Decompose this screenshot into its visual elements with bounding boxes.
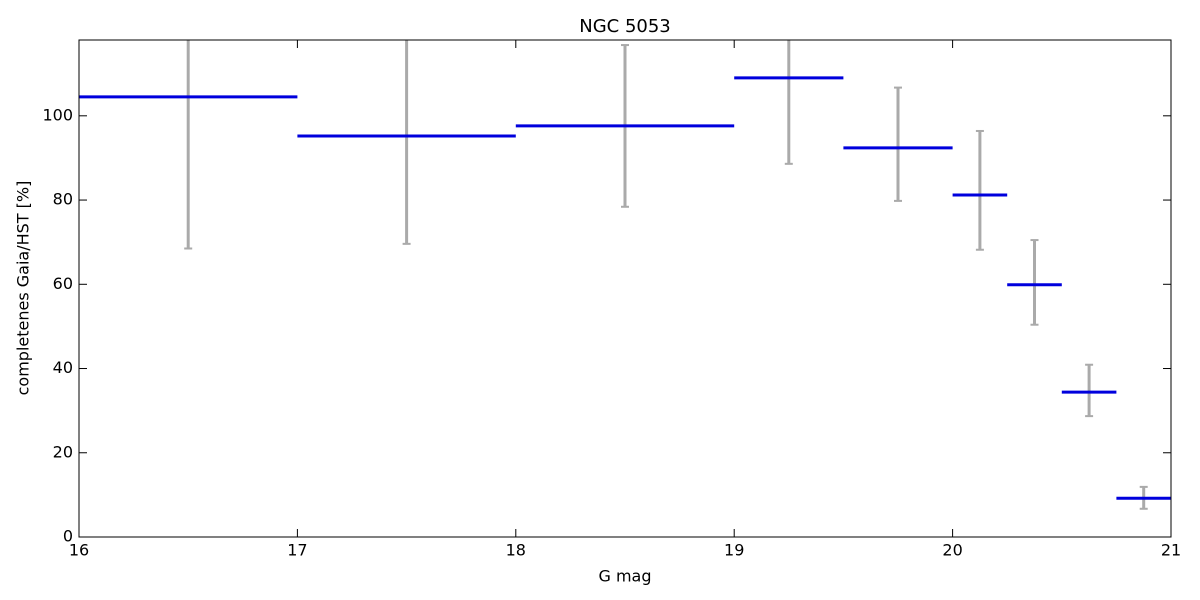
y-axis-label: completenes Gaia/HST [%]: [14, 181, 33, 396]
x-tick-label: 16: [69, 541, 89, 560]
y-tick-label: 80: [53, 190, 73, 209]
y-tick-label: 100: [42, 105, 73, 124]
y-tick-label: 60: [53, 274, 73, 293]
x-tick-label: 18: [506, 541, 526, 560]
x-axis-label: G mag: [598, 567, 651, 586]
plot-frame: [78, 39, 1172, 538]
error-bar: [975, 129, 984, 251]
x-tick-label: 19: [724, 541, 744, 560]
x-tick-label: 21: [1161, 541, 1181, 560]
plot-area: [79, 40, 1171, 510]
x-tick-label: 17: [287, 541, 307, 560]
y-tick-label: 40: [53, 358, 73, 377]
error-bar: [1030, 239, 1039, 326]
chart-title: NGC 5053: [579, 16, 671, 37]
y-tick-label: 0: [63, 527, 73, 546]
y-tick-label: 20: [53, 442, 73, 461]
error-bar: [1085, 363, 1094, 418]
x-tick-label: 20: [942, 541, 962, 560]
error-bar: [894, 86, 902, 202]
